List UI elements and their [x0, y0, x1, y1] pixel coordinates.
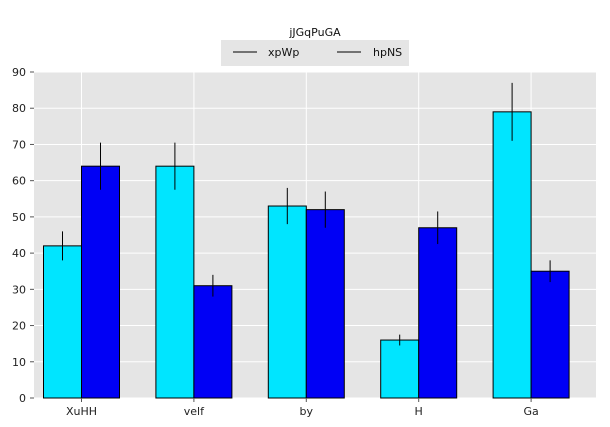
bar-xpWp-H — [380, 339, 420, 399]
bar-xpWp-velf — [155, 165, 195, 399]
y-tick-label: 90 — [12, 66, 26, 79]
legend-label-xpWp: xpWp — [268, 46, 299, 59]
bars-group — [43, 111, 570, 399]
bar-hpNS-XuHH — [81, 165, 120, 399]
y-tick-label: 60 — [12, 175, 26, 188]
legend-box — [221, 40, 409, 66]
y-axis-ticks: 0 10 20 30 40 50 60 70 80 90 — [12, 66, 34, 405]
bar-hpNS-H — [418, 227, 458, 399]
legend: xpWp hpNS — [221, 40, 409, 66]
y-tick-label: 30 — [12, 283, 26, 296]
x-axis-ticks: XuHH velf by H Ga — [66, 398, 539, 418]
bar-hpNS-by — [305, 209, 345, 399]
y-tick-label: 20 — [12, 320, 26, 333]
x-tick-label: H — [415, 405, 423, 418]
bar-xpWp-XuHH — [43, 245, 82, 399]
x-tick-label: Ga — [523, 405, 538, 418]
y-tick-label: 10 — [12, 356, 26, 369]
y-tick-label: 70 — [12, 138, 26, 151]
x-tick-label: by — [300, 405, 314, 418]
error-bars-group — [62, 82, 551, 346]
y-tick-label: 50 — [12, 211, 26, 224]
y-tick-label: 0 — [19, 392, 26, 405]
bar-hpNS-velf — [193, 285, 233, 399]
y-tick-label: 80 — [12, 102, 26, 115]
bar-hpNS-Ga — [530, 270, 570, 399]
bar-xpWp-Ga — [492, 111, 532, 399]
legend-label-hpNS: hpNS — [373, 46, 402, 59]
bar-xpWp-by — [267, 205, 307, 399]
x-tick-label: XuHH — [66, 405, 97, 418]
chart-title: jJGqPuGA — [288, 26, 341, 39]
x-tick-label: velf — [184, 405, 205, 418]
y-tick-label: 40 — [12, 247, 26, 260]
